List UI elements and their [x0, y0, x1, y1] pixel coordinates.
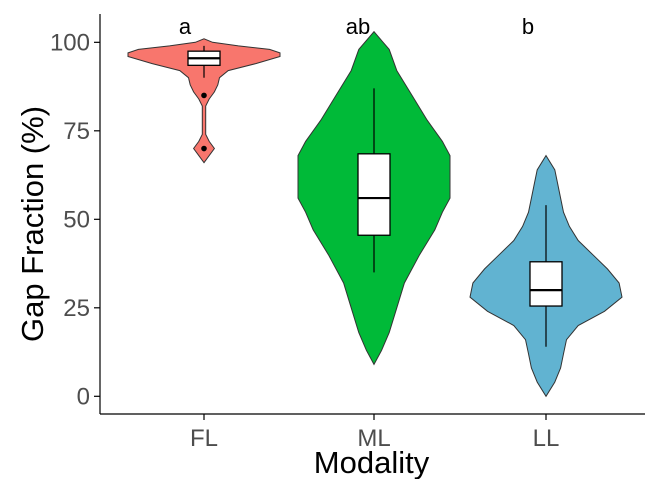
outlier-point [201, 92, 207, 99]
x-axis-title: Modality [314, 445, 430, 479]
violin-fl [127, 38, 281, 164]
y-tick-label: 25 [63, 295, 90, 322]
significance-label-ml: ab [346, 14, 370, 39]
x-axis-ticks: FL ML LL [190, 414, 559, 452]
violin-group-ll: b [469, 14, 623, 398]
violin-group-fl: a [127, 14, 281, 164]
x-tick-label: LL [533, 425, 560, 452]
x-tick-label: ML [357, 425, 390, 452]
box-ml [357, 153, 391, 236]
box-ll [529, 261, 563, 307]
y-tick-label: 100 [50, 29, 90, 56]
y-axis-title: Gap Fraction (%) [15, 106, 50, 342]
x-tick-label: FL [190, 425, 218, 452]
violins-layer: a ab b [127, 14, 623, 398]
significance-label-fl: a [179, 14, 192, 39]
plot-area: a ab b [127, 14, 623, 398]
y-tick-label: 0 [77, 383, 90, 410]
significance-label-ll: b [522, 14, 534, 39]
y-axis-ticks: 0 25 50 75 100 [50, 29, 100, 410]
y-tick-label: 75 [63, 118, 90, 145]
violin-group-ml: ab [297, 14, 451, 366]
outlier-point [201, 145, 207, 152]
y-tick-label: 50 [63, 206, 90, 233]
